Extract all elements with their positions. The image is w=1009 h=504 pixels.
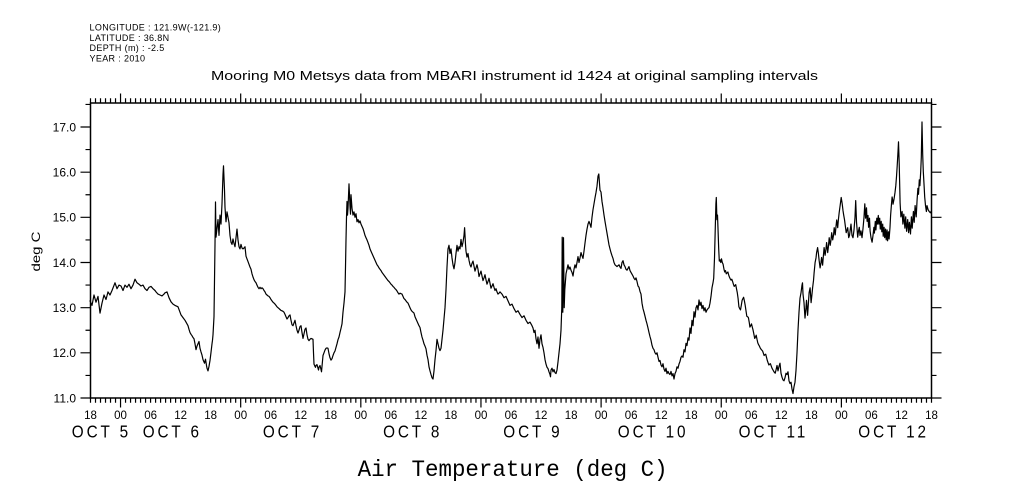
svg-text:18: 18 bbox=[925, 410, 938, 422]
svg-text:12: 12 bbox=[775, 410, 788, 422]
svg-text:18: 18 bbox=[445, 410, 458, 422]
svg-text:DEPTH (m) : -2.5: DEPTH (m) : -2.5 bbox=[90, 43, 165, 53]
svg-text:06: 06 bbox=[385, 410, 398, 422]
svg-text:13.0: 13.0 bbox=[53, 301, 77, 315]
svg-text:Air Temperature (deg C): Air Temperature (deg C) bbox=[358, 457, 668, 483]
svg-text:00: 00 bbox=[835, 410, 848, 422]
svg-text:18: 18 bbox=[565, 410, 578, 422]
svg-text:00: 00 bbox=[354, 410, 367, 422]
svg-text:OCT 6: OCT 6 bbox=[143, 421, 202, 441]
svg-text:18: 18 bbox=[84, 410, 97, 422]
svg-text:00: 00 bbox=[114, 410, 127, 422]
svg-text:LONGITUDE : 121.9W(-121.9): LONGITUDE : 121.9W(-121.9) bbox=[90, 23, 222, 33]
svg-text:LATITUDE : 36.8N: LATITUDE : 36.8N bbox=[90, 33, 170, 43]
svg-text:12: 12 bbox=[415, 410, 428, 422]
svg-text:06: 06 bbox=[625, 410, 638, 422]
svg-text:OCT 9: OCT 9 bbox=[503, 421, 562, 441]
svg-text:12: 12 bbox=[535, 410, 548, 422]
svg-text:00: 00 bbox=[715, 410, 728, 422]
svg-text:YEAR : 2010: YEAR : 2010 bbox=[90, 53, 146, 63]
svg-text:11.0: 11.0 bbox=[54, 391, 77, 405]
svg-text:06: 06 bbox=[144, 410, 157, 422]
svg-text:12: 12 bbox=[895, 410, 908, 422]
svg-text:00: 00 bbox=[475, 410, 488, 422]
svg-text:OCT 11: OCT 11 bbox=[739, 421, 808, 441]
svg-text:18: 18 bbox=[324, 410, 337, 422]
svg-text:18: 18 bbox=[204, 410, 217, 422]
svg-text:06: 06 bbox=[865, 410, 878, 422]
svg-text:12: 12 bbox=[655, 410, 668, 422]
svg-text:06: 06 bbox=[505, 410, 518, 422]
svg-text:deg C: deg C bbox=[29, 231, 43, 271]
svg-text:Mooring M0 Metsys data from MB: Mooring M0 Metsys data from MBARI instru… bbox=[211, 68, 819, 83]
svg-text:18: 18 bbox=[685, 410, 698, 422]
svg-text:OCT 8: OCT 8 bbox=[383, 421, 442, 441]
svg-text:OCT 12: OCT 12 bbox=[858, 421, 929, 441]
svg-text:14.0: 14.0 bbox=[53, 256, 77, 270]
svg-text:OCT 10: OCT 10 bbox=[618, 421, 689, 441]
svg-text:12.0: 12.0 bbox=[53, 346, 77, 360]
svg-text:12: 12 bbox=[174, 410, 187, 422]
svg-text:12: 12 bbox=[294, 410, 307, 422]
svg-text:06: 06 bbox=[264, 410, 277, 422]
svg-text:16.0: 16.0 bbox=[53, 166, 77, 180]
svg-text:OCT 7: OCT 7 bbox=[263, 421, 322, 441]
svg-text:OCT 5: OCT 5 bbox=[72, 421, 131, 441]
svg-text:00: 00 bbox=[595, 410, 608, 422]
svg-text:17.0: 17.0 bbox=[53, 120, 77, 134]
svg-text:00: 00 bbox=[234, 410, 247, 422]
svg-text:06: 06 bbox=[745, 410, 758, 422]
svg-text:18: 18 bbox=[805, 410, 818, 422]
svg-text:15.0: 15.0 bbox=[53, 211, 77, 225]
